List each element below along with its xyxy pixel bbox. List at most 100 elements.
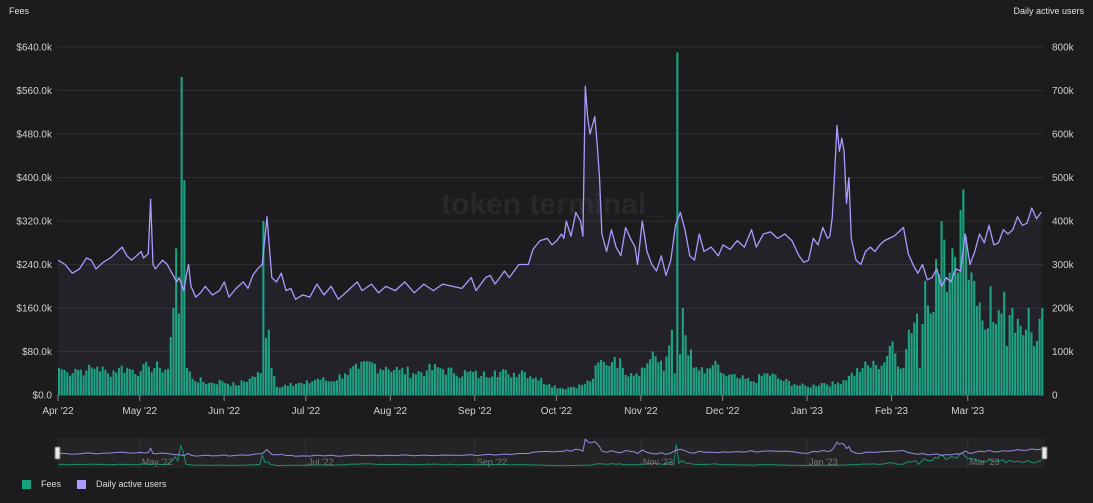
fees-bar[interactable] [1008, 315, 1011, 395]
fees-bar[interactable] [602, 362, 605, 395]
fees-bar[interactable] [954, 256, 957, 395]
fees-bar[interactable] [826, 384, 829, 395]
fees-bar[interactable] [935, 259, 938, 395]
fees-bar[interactable] [262, 221, 265, 395]
fees-bar[interactable] [823, 383, 826, 395]
fees-bar[interactable] [725, 375, 728, 395]
fees-bar[interactable] [861, 367, 864, 395]
fees-bar[interactable] [458, 378, 461, 395]
fees-bar[interactable] [556, 388, 559, 395]
fees-bar[interactable] [420, 372, 423, 395]
fees-bar[interactable] [166, 368, 170, 395]
fees-bar[interactable] [771, 373, 774, 395]
fees-bar[interactable] [1003, 291, 1006, 395]
fees-bar[interactable] [341, 378, 344, 395]
fees-bar[interactable] [749, 381, 752, 395]
fees-bar[interactable] [469, 370, 472, 395]
fees-bar[interactable] [463, 370, 466, 395]
fees-bar[interactable] [752, 381, 755, 395]
fees-bar[interactable] [409, 378, 412, 395]
fees-bar[interactable] [96, 366, 99, 395]
fees-bar[interactable] [850, 372, 853, 395]
fees-bar[interactable] [245, 381, 249, 395]
fees-bar[interactable] [142, 364, 145, 395]
fees-bar[interactable] [259, 373, 262, 395]
fees-bar[interactable] [240, 380, 243, 395]
fees-bar[interactable] [512, 372, 515, 395]
fees-bar[interactable] [706, 368, 709, 395]
fees-bar[interactable] [608, 366, 611, 395]
fees-bar[interactable] [161, 372, 164, 395]
fees-bar[interactable] [442, 369, 445, 395]
fees-bar[interactable] [406, 366, 409, 395]
fees-bar[interactable] [327, 381, 330, 395]
fees-bar[interactable] [673, 373, 676, 395]
fees-bar[interactable] [894, 353, 897, 395]
fees-bar[interactable] [839, 384, 842, 395]
fees-bar[interactable] [687, 355, 690, 395]
fees-bar[interactable] [847, 375, 851, 395]
fees-bar[interactable] [845, 380, 848, 395]
fees-bar[interactable] [619, 358, 622, 395]
fees-bar[interactable] [319, 379, 322, 395]
fees-bar[interactable] [452, 373, 456, 395]
fees-bar[interactable] [858, 371, 861, 395]
fees-bar[interactable] [755, 383, 758, 395]
fees-bar[interactable] [439, 367, 442, 395]
fees-bar[interactable] [109, 376, 112, 395]
fees-bar[interactable] [237, 385, 240, 395]
fees-bar[interactable] [93, 368, 96, 395]
fees-bar[interactable] [292, 385, 295, 395]
fees-bar[interactable] [343, 373, 347, 395]
fees-bar[interactable] [668, 345, 671, 395]
fees-bar[interactable] [659, 360, 663, 395]
fees-bar[interactable] [1011, 308, 1014, 395]
legend-item-dau[interactable]: Daily active users [77, 479, 167, 489]
fees-bar[interactable] [515, 377, 518, 395]
fees-bar[interactable] [708, 368, 712, 395]
fees-bar[interactable] [314, 379, 317, 395]
fees-bar[interactable] [758, 374, 761, 395]
fees-bar[interactable] [74, 368, 77, 395]
fees-bar[interactable] [401, 367, 404, 395]
fees-bar[interactable] [156, 361, 159, 395]
fees-bar[interactable] [730, 374, 733, 395]
fees-bar[interactable] [1038, 318, 1041, 396]
fees-bar[interactable] [817, 385, 821, 395]
fees-bar[interactable] [717, 364, 720, 395]
fees-bar[interactable] [646, 363, 649, 395]
fees-bar[interactable] [115, 372, 118, 395]
fees-bar[interactable] [640, 367, 643, 395]
fees-bar[interactable] [973, 280, 976, 395]
fees-bar[interactable] [627, 376, 630, 395]
fees-bar[interactable] [387, 369, 390, 395]
fees-bar[interactable] [1022, 335, 1025, 395]
fees-bar[interactable] [68, 375, 72, 395]
fees-bar[interactable] [188, 371, 191, 395]
fees-bar[interactable] [472, 371, 475, 395]
fees-bar[interactable] [107, 373, 110, 395]
fees-bar[interactable] [493, 370, 496, 395]
fees-bar[interactable] [243, 381, 246, 396]
fees-bar[interactable] [376, 373, 379, 395]
fees-bar[interactable] [191, 378, 194, 395]
fees-bar[interactable] [649, 359, 652, 395]
fees-bar[interactable] [202, 381, 205, 395]
fees-bar[interactable] [856, 368, 859, 395]
fees-bar[interactable] [888, 346, 891, 395]
fees-bar[interactable] [807, 386, 810, 395]
fees-bar[interactable] [981, 320, 984, 395]
fees-bar[interactable] [507, 374, 510, 395]
fees-bar[interactable] [744, 378, 747, 395]
fees-bar[interactable] [540, 378, 543, 395]
fees-bar[interactable] [605, 365, 608, 395]
fees-bar[interactable] [273, 375, 276, 395]
fees-bar[interactable] [638, 375, 641, 395]
fees-bar[interactable] [575, 388, 578, 395]
fees-bar[interactable] [689, 349, 693, 395]
fees-bar[interactable] [523, 372, 526, 395]
fees-bar[interactable] [877, 369, 880, 395]
fees-bar[interactable] [403, 374, 407, 395]
fees-bar[interactable] [768, 375, 772, 395]
fees-bar[interactable] [496, 376, 499, 395]
